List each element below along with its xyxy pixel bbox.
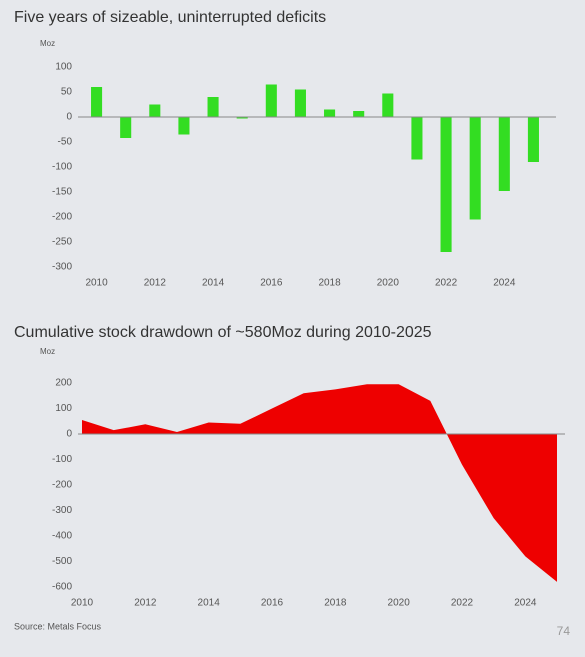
y-axis-label: Moz <box>40 347 55 356</box>
x-tick-label: 2012 <box>144 278 167 289</box>
bar <box>265 84 277 117</box>
y-tick-label: -250 <box>52 237 72 248</box>
y-tick-label: -300 <box>52 262 72 273</box>
chart-title: Cumulative stock drawdown of ~580Moz dur… <box>14 324 432 341</box>
y-tick-label: 200 <box>55 378 72 389</box>
bar <box>353 111 365 117</box>
bar <box>207 97 219 117</box>
bar <box>324 109 336 117</box>
bar <box>236 117 248 119</box>
bar <box>382 93 394 117</box>
bar <box>149 104 161 117</box>
bar <box>527 117 539 162</box>
bar <box>469 117 481 220</box>
y-tick-label: -200 <box>52 212 72 223</box>
x-tick-label: 2016 <box>260 278 283 289</box>
x-tick-label: 2010 <box>85 278 108 289</box>
y-tick-label: -500 <box>52 556 72 567</box>
x-tick-label: 2018 <box>318 278 341 289</box>
source-note: Source: Metals Focus <box>14 621 102 631</box>
y-tick-label: -200 <box>52 480 72 491</box>
x-tick-label: 2018 <box>324 598 347 609</box>
x-tick-label: 2024 <box>493 278 516 289</box>
x-tick-label: 2020 <box>388 598 411 609</box>
y-tick-label: -300 <box>52 505 72 516</box>
bar <box>120 117 132 138</box>
y-axis-label: Moz <box>40 39 55 48</box>
y-tick-label: 100 <box>55 403 72 414</box>
x-tick-label: 2020 <box>377 278 400 289</box>
x-tick-label: 2022 <box>435 278 458 289</box>
x-tick-label: 2014 <box>198 598 221 609</box>
chart-title: Five years of sizeable, uninterrupted de… <box>14 9 326 26</box>
bar <box>294 89 306 117</box>
bar <box>178 117 190 135</box>
bar <box>411 117 423 160</box>
x-tick-label: 2010 <box>71 598 94 609</box>
x-tick-label: 2012 <box>134 598 157 609</box>
bar <box>91 87 103 117</box>
y-tick-label: 100 <box>55 62 72 73</box>
x-tick-label: 2016 <box>261 598 284 609</box>
y-tick-label: -150 <box>52 187 72 198</box>
y-tick-label: 50 <box>61 87 73 98</box>
x-tick-label: 2024 <box>514 598 537 609</box>
y-tick-label: -600 <box>52 582 72 593</box>
x-tick-label: 2014 <box>202 278 225 289</box>
y-tick-label: -100 <box>52 162 72 173</box>
y-tick-label: -400 <box>52 531 72 542</box>
y-tick-label: 0 <box>66 112 72 123</box>
bar <box>440 117 452 252</box>
y-tick-label: -50 <box>58 137 73 148</box>
bar <box>498 117 510 191</box>
page-number: 74 <box>557 624 571 638</box>
y-tick-label: -100 <box>52 454 72 465</box>
x-tick-label: 2022 <box>451 598 474 609</box>
y-tick-label: 0 <box>66 429 72 440</box>
